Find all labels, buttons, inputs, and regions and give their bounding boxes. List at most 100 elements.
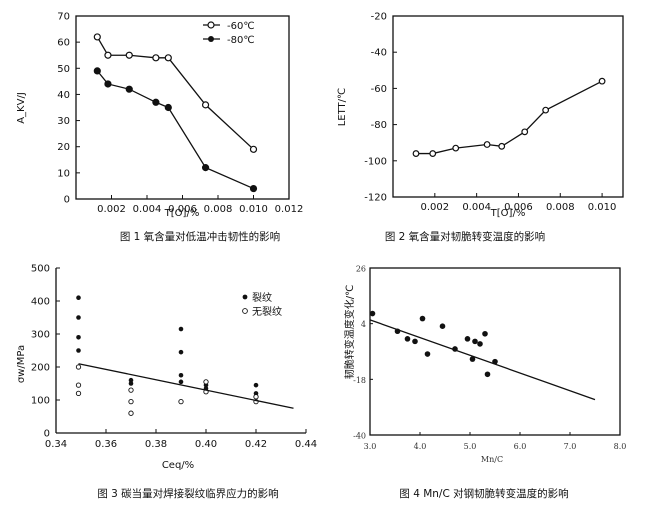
x-tick-label: 0.010: [239, 204, 268, 215]
chart-3-legend-entry: 裂纹: [252, 291, 272, 304]
chart-2: 0.002 0.004 0.006 0.008 0.010 -20 -40 -60 -80 -10…: [337, 12, 624, 243]
data-point: [469, 356, 476, 362]
x-tick-label: 6.0: [514, 442, 527, 451]
data-point: [152, 98, 160, 106]
chart-1-legend-entry: -60℃: [227, 21, 255, 32]
x-tick-label: 0.002: [97, 204, 126, 215]
y-tick-label: 300: [31, 330, 50, 341]
chart-1-xlabel: T[O]/%: [164, 208, 200, 219]
cracked-point: [76, 295, 81, 301]
x-tick-label: 0.004: [462, 202, 491, 213]
y-tick-label: 40: [57, 90, 70, 101]
chart-3-caption: 图 3 碳当量对焊接裂纹临界应力的影响: [97, 487, 278, 500]
uncracked-point: [75, 364, 82, 370]
x-tick-label: 0.40: [195, 439, 217, 450]
x-tick-label: 8.0: [614, 442, 627, 451]
chart-3-legend: 裂纹 无裂纹: [242, 291, 282, 318]
cracked-point: [178, 349, 184, 355]
y-tick-label: -40: [371, 48, 387, 59]
x-tick-label: 0.010: [588, 202, 617, 213]
fit-line: [78, 363, 294, 409]
data-point: [93, 33, 101, 41]
series-line: [96, 70, 254, 190]
data-point: [521, 128, 529, 136]
x-tick-label: 5.0: [464, 442, 477, 451]
data-point: [201, 101, 210, 109]
y-tick-label: 0: [64, 195, 70, 206]
series-line: [96, 36, 254, 150]
uncracked-point: [75, 390, 82, 397]
chart-2-frame: [392, 15, 624, 198]
x-tick-label: 7.0: [564, 442, 577, 451]
chart-1-caption: 图 1 氧含量对低温冲击韧性的影响: [120, 230, 280, 243]
cracked-point: [76, 315, 81, 320]
uncracked-point: [203, 379, 209, 385]
y-tick-label: -60: [371, 84, 387, 95]
data-point: [369, 310, 376, 317]
y-tick-label: 500: [31, 264, 50, 275]
y-tick-label: -18: [353, 376, 366, 385]
data-point: [125, 85, 133, 93]
series-line: [416, 80, 603, 155]
data-point: [404, 336, 411, 342]
uncracked-point: [128, 410, 134, 416]
chart-1-legend: -60℃ -80℃: [203, 21, 255, 46]
chart-4: 3.0 4.0 5.0 6.0 7.0 8.0 26 4 -18 -40 韧脆转变温度变化/℃ M…: [343, 265, 626, 501]
cracked-point: [253, 382, 259, 388]
y-tick-label: 0: [44, 429, 50, 440]
y-tick-label: -40: [353, 432, 366, 441]
x-tick-label: 0.004: [133, 204, 162, 215]
data-point: [201, 164, 210, 172]
cracked-point: [128, 377, 134, 383]
chart-4-caption: 图 4 Mn/C 对钢韧脆转变温度的影响: [399, 487, 568, 500]
chart-3-legend-entry: 无裂纹: [252, 305, 282, 318]
chart-4-xlabel: Mn/C: [481, 455, 503, 464]
uncracked-point: [178, 398, 184, 405]
data-point: [164, 103, 172, 112]
data-point: [429, 150, 437, 157]
cracked-point: [76, 335, 81, 340]
x-tick-label: 0.38: [145, 439, 167, 450]
fit-line: [369, 319, 596, 401]
x-tick-label: 4.0: [414, 442, 427, 451]
data-point: [412, 338, 418, 345]
data-point: [125, 51, 133, 59]
data-point: [93, 67, 101, 75]
y-tick-label: 70: [57, 12, 70, 23]
chart-2-xlabel: T[O]/%: [490, 208, 526, 219]
data-point: [452, 144, 460, 152]
data-point: [249, 184, 258, 193]
chart-1-frame: [75, 15, 290, 200]
data-point: [472, 338, 478, 345]
chart-3-xlabel: Ceq/%: [162, 460, 194, 471]
x-tick-label: 0.012: [275, 204, 304, 215]
data-point: [152, 54, 160, 62]
data-point: [439, 323, 446, 329]
y-tick-label: 200: [31, 363, 50, 374]
x-tick-label: 0.006: [504, 202, 533, 213]
cracked-point: [178, 379, 184, 385]
chart-1-ylabel: A_KV/J: [16, 92, 27, 124]
y-tick-label: 100: [31, 396, 50, 407]
data-point: [249, 145, 258, 153]
y-tick-label: 4: [361, 320, 366, 329]
cracked-point: [76, 348, 81, 353]
uncracked-point: [128, 398, 134, 405]
uncracked-point: [253, 394, 259, 400]
y-tick-label: 26: [356, 265, 366, 274]
y-tick-label: 20: [57, 142, 70, 153]
uncracked-point: [128, 387, 134, 393]
data-point: [464, 336, 471, 342]
data-point: [424, 351, 431, 357]
x-tick-label: 0.42: [245, 439, 267, 450]
y-tick-label: -100: [364, 156, 387, 167]
data-point: [164, 54, 172, 62]
chart-2-caption: 图 2 氧含量对韧脆转变温度的影响: [385, 230, 545, 243]
data-point: [477, 341, 483, 347]
uncracked-point: [75, 382, 82, 388]
x-tick-label: 0.34: [45, 439, 67, 450]
x-tick-label: 0.44: [295, 439, 317, 450]
y-tick-label: 30: [57, 116, 70, 127]
x-tick-label: 0.008: [546, 202, 575, 213]
